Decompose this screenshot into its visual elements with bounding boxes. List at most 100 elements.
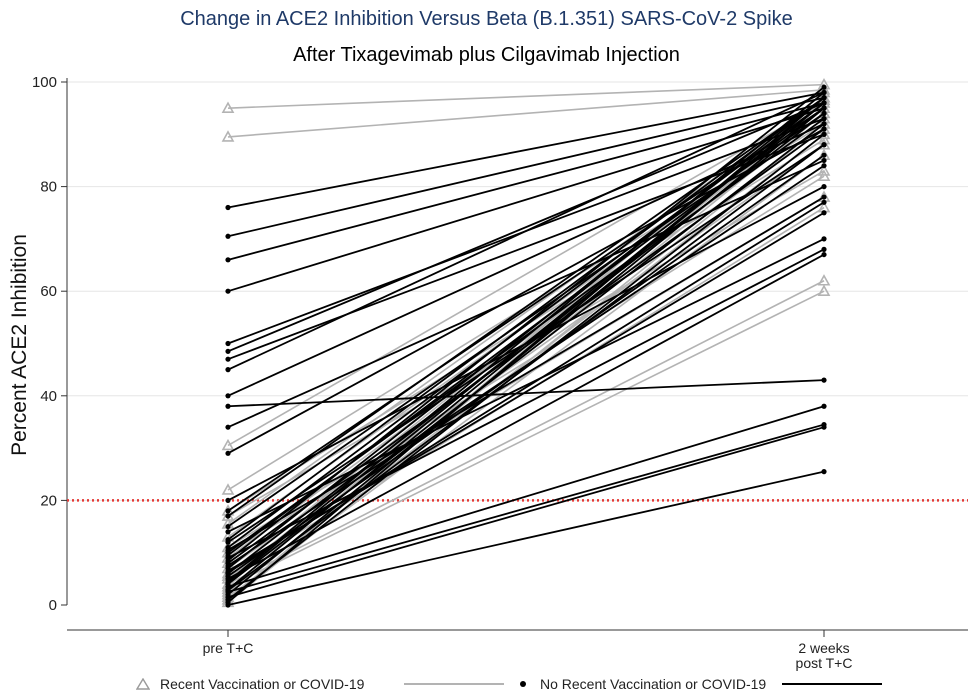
legend-line-black [782,683,883,685]
chart-title: Change in ACE2 Inhibition Versus Beta (B… [180,8,793,30]
y-tick-label: 100 [32,74,57,91]
dot-marker [821,105,827,111]
series-line [227,102,825,261]
legend-label-no-recent: No Recent Vaccination or COVID-19 [540,676,767,692]
series-line [227,102,825,584]
dot-marker [821,194,827,200]
triangle-marker [817,284,831,297]
series-line [227,96,825,517]
dot-marker [225,580,231,586]
dot-marker [225,497,231,503]
dot-marker [821,116,827,122]
series-line [227,379,825,408]
series-line [227,280,825,585]
dot-marker [821,95,827,101]
dot-marker [225,233,231,239]
dot-marker [821,157,827,164]
series-line [227,290,825,588]
x-tick-label: 2 weeks [798,640,849,656]
dot-marker [821,121,827,127]
series-line [227,470,825,606]
series-line [227,426,825,599]
triangle-marker [817,169,831,181]
dot-marker [821,184,827,190]
dot-marker [821,152,827,158]
dot-marker-icon [520,681,526,687]
dot-marker [225,529,231,535]
triangle-marker [221,101,235,113]
series-line [227,154,825,577]
dot-marker [821,199,827,205]
triangle-marker [817,274,831,286]
triangle-marker [221,483,235,495]
series-line [227,86,825,562]
series-line [227,107,825,596]
dot-marker [225,523,231,530]
legend-item-recent: Recent Vaccination or COVID-19 [136,676,505,692]
x-tick-label: pre T+C [203,640,254,656]
series-line [227,102,825,447]
series-line [227,97,825,604]
dot-marker [821,100,827,106]
dot-marker [821,142,827,148]
dot-marker [225,204,231,211]
legend-item-no-recent: No Recent Vaccination or COVID-19 [518,676,883,692]
series-line [227,423,825,593]
dot-marker [821,84,827,90]
series-line [227,96,825,238]
series-line [227,91,825,371]
dot-marker [821,163,827,169]
dot-marker [225,288,231,294]
dot-marker [821,131,827,137]
dot-marker [821,236,827,242]
y-tick-label: 20 [40,492,57,509]
triangle-marker [221,130,235,142]
dot-marker [225,508,231,514]
legend-line-gray [404,683,505,685]
triangle-marker-icon [136,678,150,690]
series-line [227,91,825,209]
dot-marker [225,513,231,519]
grid-lines [67,81,968,501]
series-line [227,102,825,353]
dot-marker [821,89,827,96]
legend-label-recent: Recent Vaccination or COVID-19 [160,676,365,692]
series-line [227,144,825,592]
dot-marker [225,348,231,354]
series-line [227,405,825,588]
dot-marker [821,251,827,258]
dot-marker [225,340,231,347]
series-line [227,123,825,397]
dot-marker [821,246,827,252]
dot-marker [821,377,827,383]
series-line [227,253,825,580]
dot-marker [225,367,231,373]
dot-marker [225,403,231,409]
dot-marker [821,110,827,116]
dot-marker [225,537,231,543]
series-no-recent [225,84,827,608]
series-line [227,201,825,574]
y-tick-label: 80 [40,179,57,196]
chart-subtitle: After Tixagevimab plus Cilgavimab Inject… [293,44,680,66]
dot-marker [821,403,827,409]
triangle-marker [817,164,831,176]
dot-marker [225,587,231,593]
dot-marker [225,569,231,576]
series-line [227,238,825,533]
series-line [227,159,825,429]
dot-marker [821,424,827,430]
dot-marker [225,356,231,362]
series-line [227,107,825,512]
x-tick-label: post T+C [796,655,853,671]
triangle-marker [221,438,235,451]
dot-marker [225,450,231,456]
series-line [227,123,825,585]
series-line [227,96,825,541]
y-tick-label: 40 [40,388,57,405]
series-line [227,91,825,583]
dot-marker [821,210,827,216]
dot-marker [821,126,827,132]
